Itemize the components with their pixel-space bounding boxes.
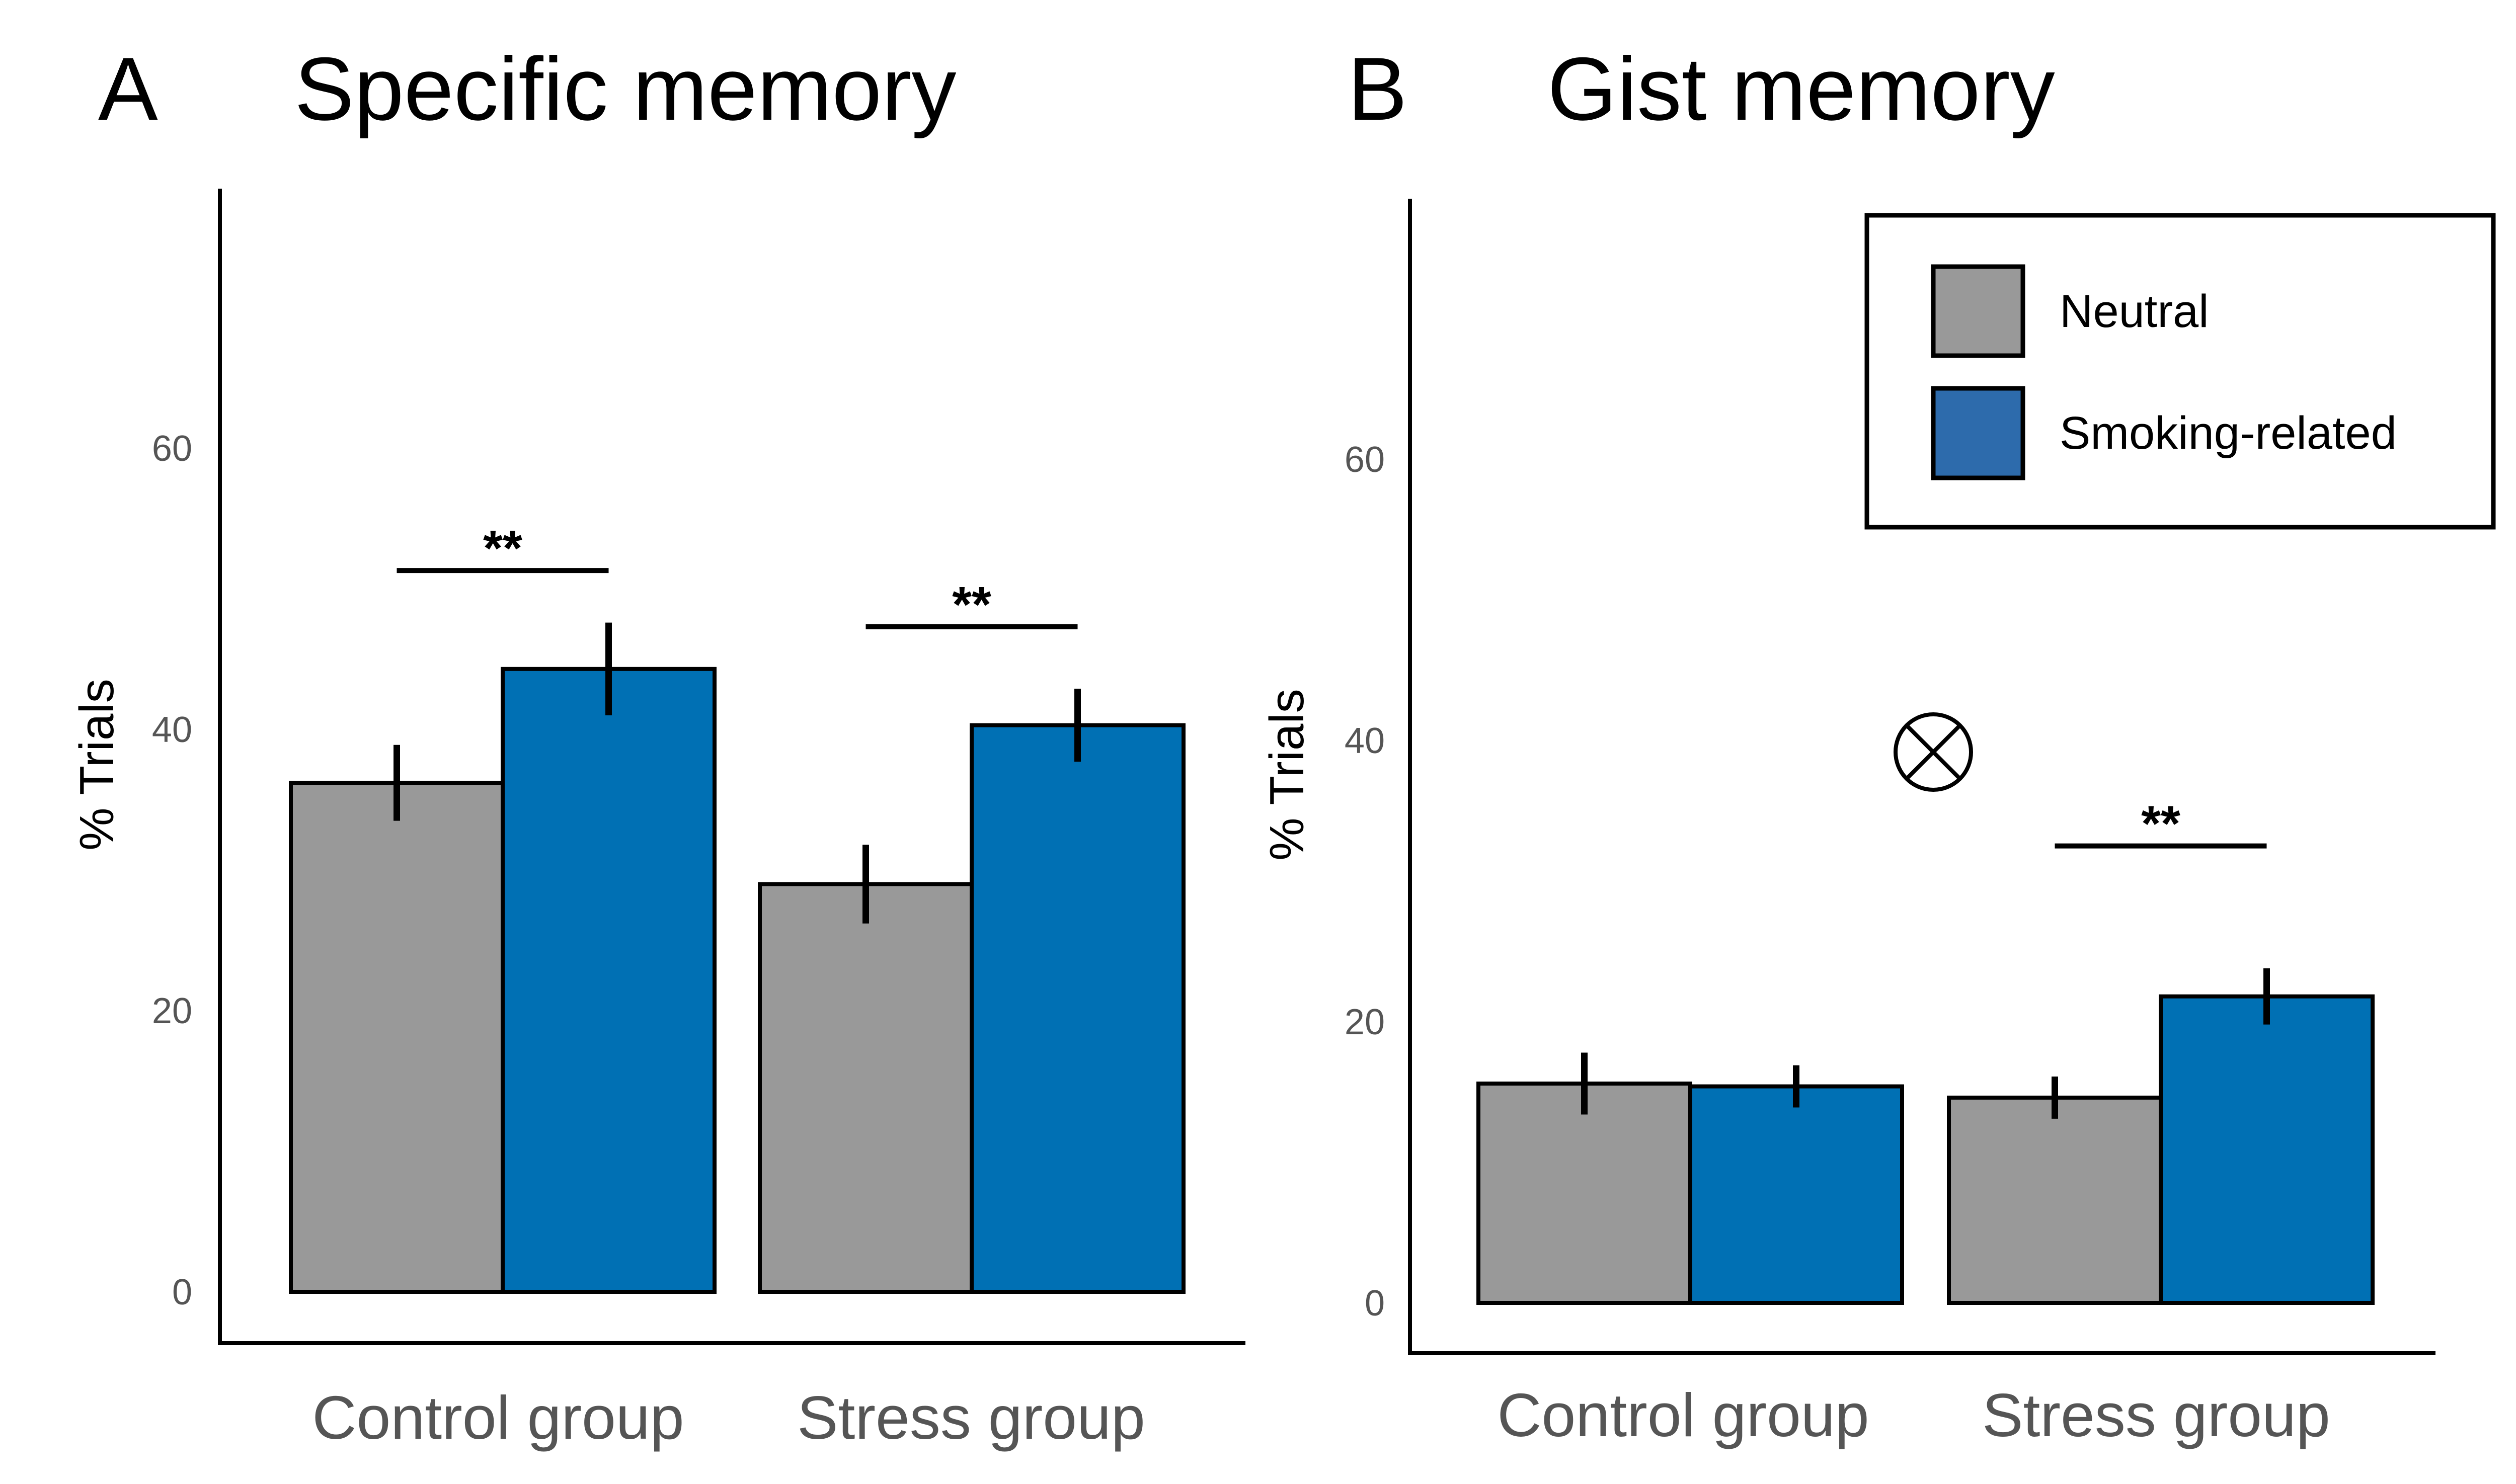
bar-smoking-related-stress-group [2159,994,2375,1305]
significance-label: ** [2141,796,2180,852]
bar-neutral-control-group [1476,1081,1692,1305]
legend-swatch-smoking-related [1931,386,2025,480]
legend-label-neutral: Neutral [2060,286,2209,337]
interaction-cross-line [1905,724,1961,780]
y-tick-label: 40 [152,710,192,750]
y-ticks-b: 0 20 40 60 [1345,440,1385,1324]
category-label: Control group [1497,1381,1869,1449]
bar-smoking-related-control-group [1688,1084,1904,1305]
category-label: Stress group [797,1383,1145,1452]
y-ticks-a: 0 20 40 60 [152,429,192,1312]
bars-b [1476,994,2375,1305]
y-tick-label: 20 [152,991,192,1031]
category-labels-a: Control group Stress group [312,1383,1145,1452]
legend-label-smoking-related: Smoking-related [2060,407,2397,459]
y-tick-label: 0 [1365,1283,1385,1324]
bar-neutral-stress-group [758,882,974,1294]
bars-a [289,667,1186,1294]
significance-label: ** [483,520,522,576]
bar-neutral-control-group [289,781,505,1294]
y-tick-label: 40 [1345,721,1385,761]
panel-letter-a: A [98,39,158,139]
panel-specific-memory: A Specific memory % Trials 0 20 40 60 **** … [70,39,1245,1452]
significance-marks-a: ** ** [397,520,1078,633]
error-bars-b [1581,968,2270,1119]
y-tick-label: 60 [1345,440,1385,480]
y-tick-label: 60 [152,429,192,469]
y-tick-label: 20 [1345,1002,1385,1042]
y-tick-label: 0 [172,1272,192,1312]
significance-marks-b: ** [2055,796,2267,852]
panel-title-gist-memory: Gist memory [1547,39,2055,139]
error-bars-a [394,622,1081,924]
bar-smoking-related-stress-group [970,723,1186,1294]
category-label: Control group [312,1383,684,1452]
panel-gist-memory: B Gist memory % Trials 0 20 40 60 ** Contro… [1260,39,2496,1449]
interaction-circle [1894,712,1973,792]
panel-title-specific-memory: Specific memory [294,39,957,139]
y-axis-label-b: % Trials [1260,689,1314,860]
legend-box [1864,213,2496,530]
interaction-marker [1894,712,1973,792]
category-labels-b: Control group Stress group [1497,1381,2330,1449]
category-label: Stress group [1982,1381,2330,1449]
significance-label: ** [952,576,991,633]
bar-neutral-stress-group [1947,1095,2163,1305]
legend: Neutral Smoking-related [1864,213,2496,530]
panel-letter-b: B [1348,39,1407,139]
y-axis-label-a: % Trials [70,679,124,850]
bar-smoking-related-control-group [501,667,717,1294]
legend-swatch-neutral [1931,264,2025,358]
